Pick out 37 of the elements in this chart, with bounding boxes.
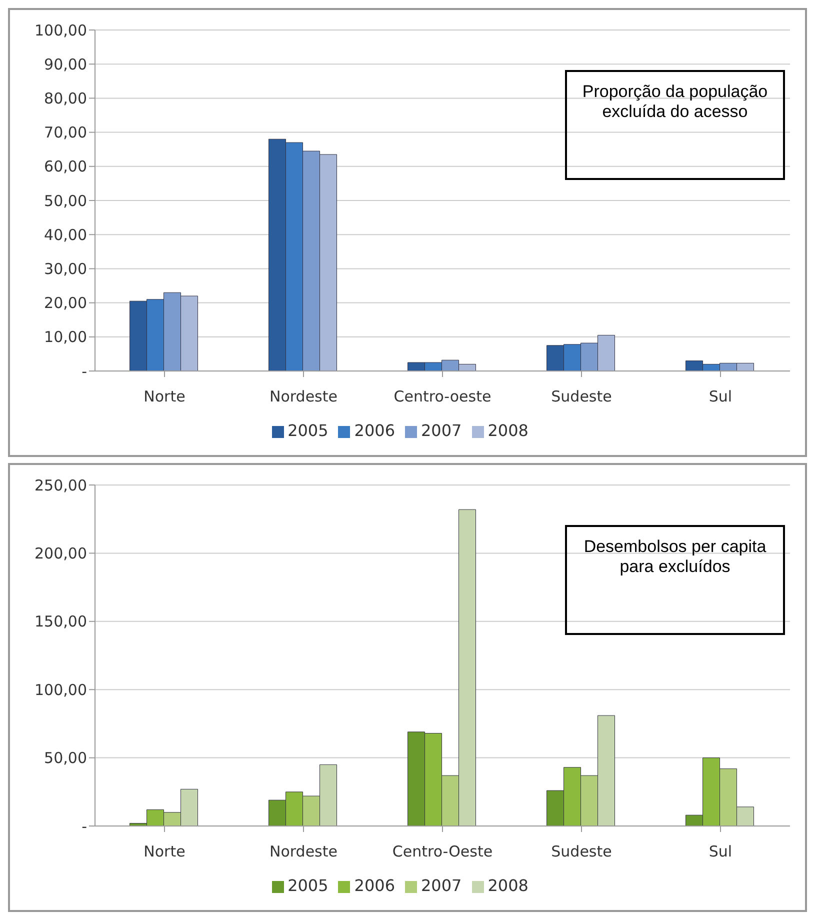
y-tick-label: 100,00 <box>34 680 87 699</box>
y-tick-label: 30,00 <box>44 260 87 278</box>
y-tick-label: 90,00 <box>44 55 87 74</box>
legend-label: 2005 <box>288 876 328 895</box>
x-tick-label: Norte <box>144 388 186 406</box>
y-tick-label: 10,00 <box>44 328 87 346</box>
x-tick-label: Centro-oeste <box>394 388 492 406</box>
legend-label: 2007 <box>421 876 462 895</box>
legend-label: 2008 <box>488 421 528 440</box>
legend-label: 2007 <box>421 421 462 440</box>
y-tick-label: 50,00 <box>44 749 87 768</box>
x-tick-label: Sudeste <box>551 842 612 861</box>
x-tick-label: Nordeste <box>270 842 338 861</box>
y-tick-label: 70,00 <box>44 124 87 142</box>
y-tick-label: - <box>82 362 87 380</box>
annotation: Desembolsos per capita para excluídos <box>582 537 768 577</box>
y-tick-label: 150,00 <box>34 612 87 631</box>
x-tick-label: Nordeste <box>270 388 338 406</box>
y-tick-label: - <box>82 817 87 836</box>
annotation: Proporção da população excluída do acesso <box>581 82 769 122</box>
legend-label: 2006 <box>354 876 395 895</box>
y-tick-label: 200,00 <box>34 544 87 563</box>
y-tick-label: 20,00 <box>44 294 87 312</box>
x-tick-label: Sul <box>708 388 732 406</box>
x-tick-label: Centro-Oeste <box>392 842 493 861</box>
y-tick-label: 40,00 <box>44 226 87 244</box>
legend-label: 2005 <box>288 421 328 440</box>
y-tick-label: 80,00 <box>44 90 87 108</box>
x-tick-label: Sul <box>708 842 732 861</box>
x-tick-label: Norte <box>144 842 186 861</box>
y-tick-label: 50,00 <box>44 192 87 210</box>
legend-label: 2008 <box>488 876 528 895</box>
legend-label: 2006 <box>354 421 395 440</box>
x-tick-label: Sudeste <box>551 388 612 406</box>
y-tick-label: 250,00 <box>34 476 87 494</box>
y-tick-label: 60,00 <box>44 158 87 176</box>
y-tick-label: 100,00 <box>34 21 87 40</box>
